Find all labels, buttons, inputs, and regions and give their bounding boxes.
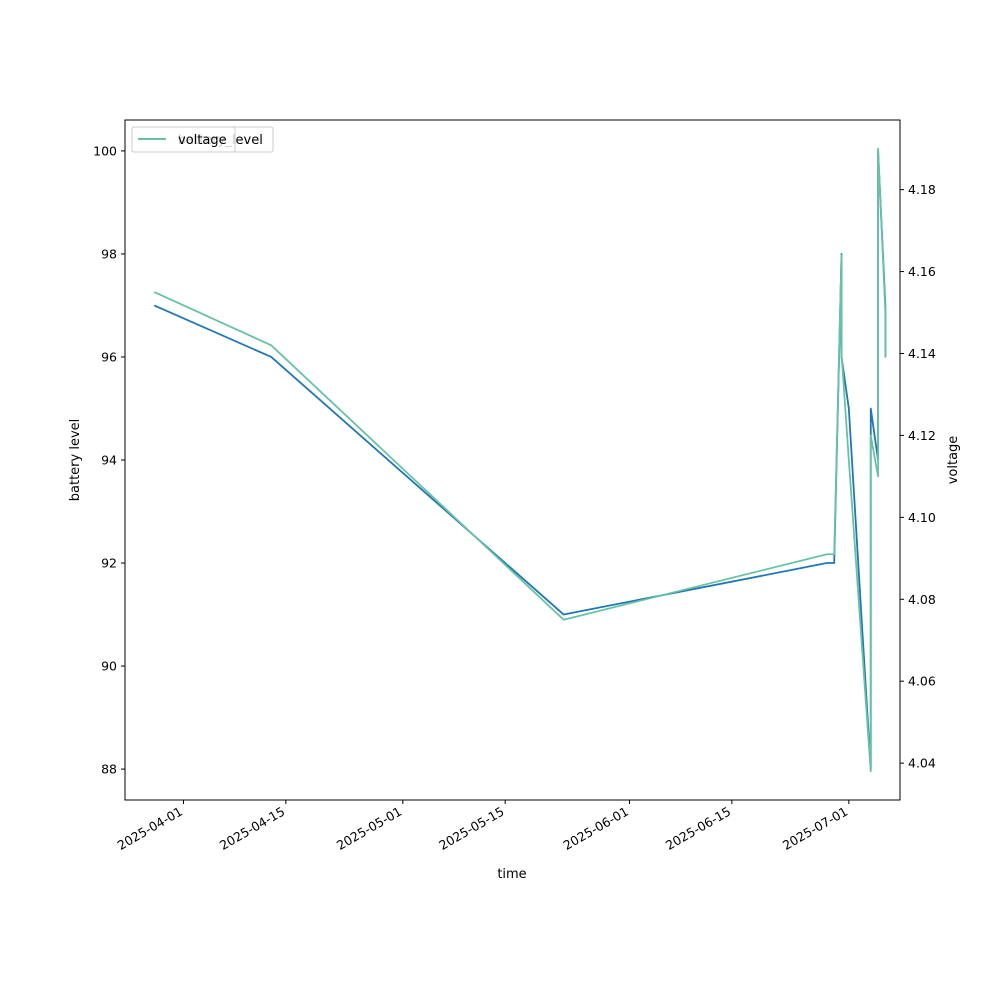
x-axis-label: time — [497, 867, 526, 882]
series-line-voltage — [153, 147, 887, 773]
y-right-tick-label: 4.18 — [908, 182, 936, 197]
y-right-tick-label: 4.04 — [908, 756, 936, 771]
y-left-tick-label: 92 — [101, 556, 117, 571]
y-left-tick-label: 96 — [101, 349, 117, 364]
y-axis-right: 4.04 4.06 4.08 4.10 4.12 4.14 4.16 4.18 — [900, 182, 936, 771]
legend-label-voltage: voltage — [178, 133, 227, 148]
y-axis-left: 88 90 92 94 96 98 100 — [93, 143, 125, 777]
y-left-tick-label: 90 — [101, 659, 117, 674]
y-right-tick-label: 4.10 — [908, 510, 936, 525]
y-left-tick-label: 94 — [101, 453, 117, 468]
y-axis-right-label: voltage — [946, 436, 961, 485]
y-right-tick-label: 4.14 — [908, 346, 936, 361]
y-left-tick-label: 88 — [101, 762, 117, 777]
y-right-tick-label: 4.16 — [908, 264, 936, 279]
y-left-tick-label: 98 — [101, 246, 117, 261]
legend-box — [131, 126, 236, 153]
y-left-tick-label: 100 — [93, 143, 117, 158]
y-right-tick-label: 4.08 — [908, 592, 936, 607]
y-right-tick-label: 4.12 — [908, 428, 936, 443]
y-axis-left-label: battery level — [68, 419, 83, 502]
y-right-tick-label: 4.06 — [908, 674, 936, 689]
